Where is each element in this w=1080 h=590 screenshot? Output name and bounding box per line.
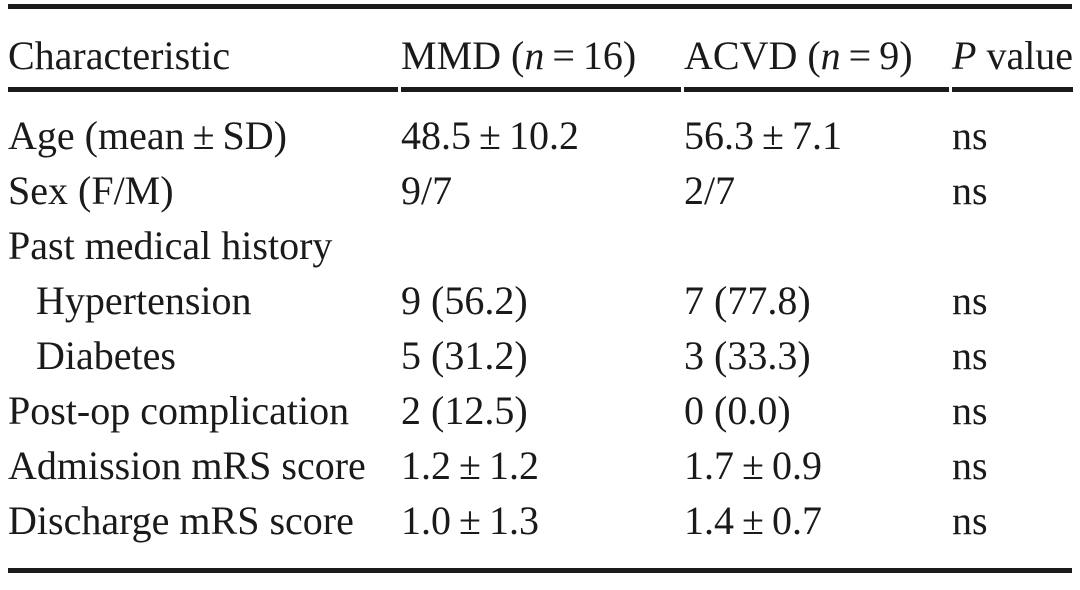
row-label-discharge-mrs: Discharge mRS score <box>8 498 354 543</box>
cell-acvd-sex: 2/7 <box>684 168 736 213</box>
row-label-past-medical-history: Past medical history <box>8 223 333 268</box>
row-label-postop-complication: Post-op complication <box>8 388 350 433</box>
cell-mmd-diabetes: 5 (31.2) <box>401 333 528 378</box>
col-header-p-suffix: value <box>976 33 1074 78</box>
table-bottom-rule <box>8 568 1072 573</box>
cell-acvd-past-medical-history <box>684 218 949 273</box>
table-body: Age (mean ± SD) 48.5 ± 10.2 56.3 ± 7.1 n… <box>8 92 1072 548</box>
cell-mmd-past-medical-history <box>401 218 681 273</box>
cell-pvalue-diabetes: ns <box>952 333 988 378</box>
col-header-p-italic: P <box>952 33 977 78</box>
row-label-age: Age (mean ± SD) <box>8 113 288 158</box>
col-header-pvalue: P value <box>952 9 1074 92</box>
cell-mmd-discharge-mrs: 1.0 ± 1.3 <box>401 498 539 543</box>
cell-pvalue-sex: ns <box>952 168 988 213</box>
cell-acvd-discharge-mrs: 1.4 ± 0.7 <box>684 498 822 543</box>
col-header-mmd-n: n <box>524 33 545 78</box>
cell-mmd-hypertension: 9 (56.2) <box>401 278 528 323</box>
cell-pvalue-hypertension: ns <box>952 278 988 323</box>
table-top-rule <box>8 4 1072 9</box>
cell-pvalue-postop-complication: ns <box>952 388 988 433</box>
table-header-row: Characteristic MMD (n = 16) ACVD (n = 9)… <box>8 9 1074 92</box>
col-header-characteristic: Characteristic <box>8 9 398 92</box>
col-header-mmd-prefix: MMD ( <box>401 33 525 78</box>
cell-acvd-hypertension: 7 (77.8) <box>684 278 811 323</box>
cell-pvalue-admission-mrs: ns <box>952 443 988 488</box>
cell-acvd-admission-mrs: 1.7 ± 0.9 <box>684 443 822 488</box>
col-header-acvd-suffix: = 9) <box>840 33 913 78</box>
cell-mmd-admission-mrs: 1.2 ± 1.2 <box>401 443 539 488</box>
cell-acvd-diabetes: 3 (33.3) <box>684 333 811 378</box>
row-label-admission-mrs: Admission mRS score <box>8 443 366 488</box>
cell-pvalue-age: ns <box>952 113 988 158</box>
cell-mmd-age: 48.5 ± 10.2 <box>401 113 579 158</box>
cell-acvd-postop-complication: 0 (0.0) <box>684 388 791 433</box>
cell-pvalue-past-medical-history <box>952 218 1072 273</box>
row-label-diabetes: Diabetes <box>36 333 176 378</box>
col-header-characteristic-label: Characteristic <box>8 33 231 78</box>
cell-pvalue-discharge-mrs: ns <box>952 498 988 543</box>
characteristics-table: Characteristic MMD (n = 16) ACVD (n = 9)… <box>8 4 1074 573</box>
col-header-acvd: ACVD (n = 9) <box>684 9 949 92</box>
col-header-mmd-suffix: = 16) <box>544 33 637 78</box>
row-label-sex: Sex (F/M) <box>8 168 174 213</box>
cell-mmd-postop-complication: 2 (12.5) <box>401 388 528 433</box>
col-header-acvd-n: n <box>820 33 841 78</box>
row-label-hypertension: Hypertension <box>36 278 252 323</box>
col-header-mmd: MMD (n = 16) <box>401 9 681 92</box>
cell-mmd-sex: 9/7 <box>401 168 453 213</box>
cell-acvd-age: 56.3 ± 7.1 <box>684 113 842 158</box>
col-header-acvd-prefix: ACVD ( <box>684 33 821 78</box>
